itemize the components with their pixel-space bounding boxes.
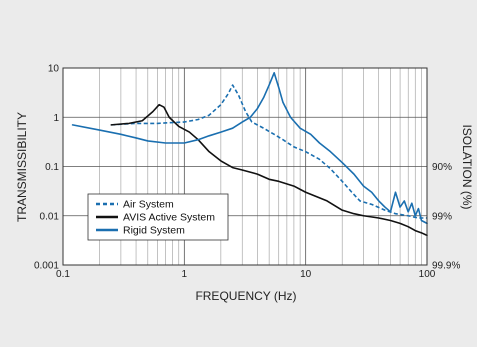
legend-label-avis-active-system: AVIS Active System: [123, 212, 215, 224]
series-line-rigid-system: [71, 71, 428, 225]
x-tick-label: 0.1: [56, 269, 70, 280]
y-tick-label: 0.01: [40, 211, 60, 222]
series-line-air-system: [111, 84, 427, 219]
x-tick-label: 1: [182, 269, 188, 280]
tick-labels: 0.1 1 10 100 0.001 0.01 0.1 1 10 90% 99% 99.9%: [34, 64, 460, 281]
y-tick-label: 0.1: [45, 162, 59, 173]
series-lines: [71, 71, 428, 237]
x-tick-label: 100: [419, 269, 436, 280]
legend-label-rigid-system: Rigid System: [123, 225, 185, 237]
y2-tick-label: 90%: [432, 162, 452, 173]
series-line-avis-active-system: [110, 103, 428, 237]
y-axis-title: TRANSMISSIBILITY: [15, 112, 29, 222]
legend-label-air-system: Air System: [123, 199, 174, 211]
y-tick-label: 10: [48, 64, 60, 75]
y-tick-label: 0.001: [34, 261, 59, 272]
legend: Air System AVIS Active System Rigid Syst…: [87, 193, 229, 241]
y-tick-label: 1: [53, 113, 59, 124]
x-tick-label: 10: [300, 269, 312, 280]
plot-frame: [62, 67, 428, 266]
y2-tick-label: 99.9%: [432, 261, 460, 272]
y2-tick-label: 99%: [432, 211, 452, 222]
y2-axis-title: ISOLATION (%): [460, 124, 474, 209]
x-axis-title: FREQUENCY (Hz): [195, 289, 296, 303]
